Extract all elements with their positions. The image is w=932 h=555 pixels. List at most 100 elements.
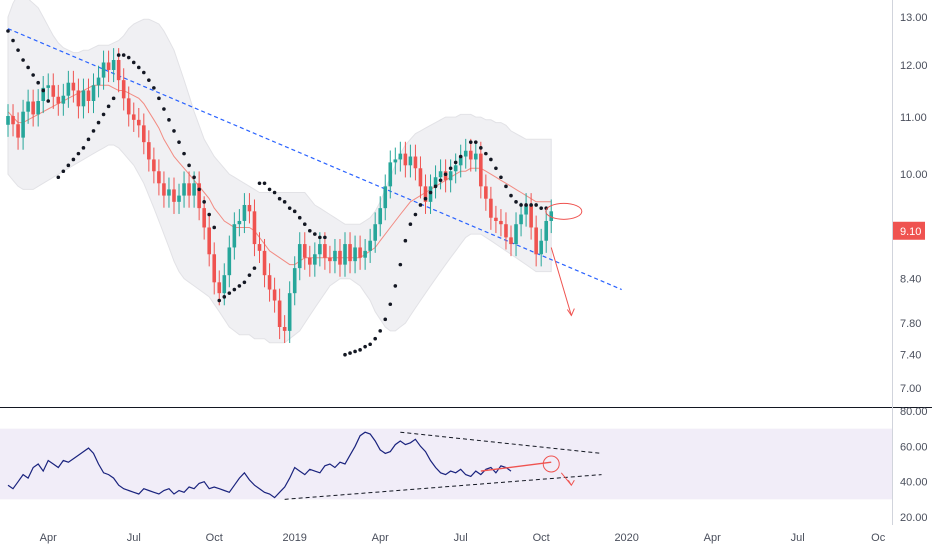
- sar-dot: [539, 206, 543, 210]
- candle-body: [257, 244, 262, 251]
- sar-dot: [383, 317, 388, 322]
- sar-dot: [443, 172, 448, 177]
- candle-body: [277, 300, 282, 327]
- candle-body: [453, 165, 458, 172]
- sar-dot: [468, 140, 473, 144]
- sar-dot: [504, 184, 508, 189]
- sar-dot: [202, 200, 206, 204]
- rsi-tick-label: 60.00: [900, 441, 928, 453]
- candle-body: [323, 244, 327, 258]
- candle-body: [388, 162, 393, 187]
- candle-body: [328, 257, 332, 262]
- sar-dot: [499, 175, 503, 180]
- candle-body: [393, 159, 398, 163]
- sar-dot: [524, 203, 528, 207]
- candle-body: [282, 327, 287, 331]
- candle-body: [539, 240, 543, 255]
- candle-body: [182, 183, 186, 196]
- sar-dot: [398, 262, 403, 267]
- sar-dot: [302, 222, 307, 227]
- sar-dot: [484, 151, 488, 156]
- sar-dot: [308, 228, 312, 233]
- sar-dot: [267, 187, 272, 192]
- sar-dot: [162, 107, 166, 111]
- candle-body: [479, 153, 483, 187]
- price-tick-label: 8.40: [900, 274, 921, 286]
- sar-dot: [177, 140, 181, 144]
- candle-body: [519, 214, 523, 225]
- sar-dot: [282, 200, 287, 204]
- candle-body: [383, 186, 388, 209]
- candle-body: [343, 244, 347, 265]
- sar-dot: [438, 178, 443, 183]
- candle-body: [302, 244, 307, 258]
- sar-dot: [277, 196, 282, 201]
- sar-dot: [408, 222, 413, 227]
- sar-dot: [167, 118, 171, 122]
- candle-body: [333, 250, 337, 262]
- sar-dot: [136, 65, 141, 70]
- rsi-trendline: [480, 461, 552, 472]
- x-tick-label: Oct: [206, 532, 223, 544]
- sar-dot: [147, 78, 151, 82]
- candle-body: [202, 208, 206, 228]
- sar-dot: [61, 169, 66, 174]
- candle-body: [111, 59, 116, 70]
- sar-dot: [157, 96, 161, 101]
- candle-body: [504, 224, 508, 238]
- candle-body: [6, 116, 10, 125]
- candle-body: [292, 268, 297, 294]
- candle-body: [237, 220, 242, 225]
- sar-dot: [323, 235, 327, 240]
- candle-body: [544, 220, 549, 241]
- candle-body: [313, 254, 317, 265]
- candle-body: [489, 198, 493, 218]
- candle-body: [398, 153, 403, 160]
- x-tick-label: 2020: [614, 532, 638, 544]
- candle-body: [76, 90, 81, 107]
- price-tick-label: 12.00: [900, 60, 928, 72]
- sar-dot: [292, 209, 297, 214]
- candle-body: [358, 247, 362, 258]
- sar-dot: [529, 203, 533, 207]
- sar-dot: [489, 157, 493, 162]
- candle-body: [418, 168, 423, 187]
- sar-dot: [111, 96, 116, 101]
- sar-dot: [81, 146, 86, 150]
- candle-body: [197, 183, 201, 209]
- price-tick-label: 7.40: [900, 350, 921, 362]
- candle-body: [408, 156, 413, 166]
- candle-body: [11, 116, 15, 125]
- candle-body: [353, 247, 357, 262]
- sar-dot: [297, 215, 302, 220]
- sar-dot: [257, 181, 262, 186]
- candle-body: [363, 250, 367, 258]
- sar-dot: [187, 163, 191, 168]
- candle-body: [423, 186, 428, 202]
- sar-dot: [16, 48, 20, 52]
- candle-body: [433, 177, 438, 187]
- sar-dot: [378, 329, 383, 333]
- sar-dot: [11, 38, 15, 43]
- price-tick-label: 11.00: [900, 112, 927, 124]
- sar-dot: [313, 232, 317, 236]
- candle-body: [287, 293, 292, 331]
- x-tick-label: Jul: [454, 532, 468, 544]
- sar-dot: [26, 65, 30, 70]
- candle-body: [86, 90, 91, 101]
- sar-dot: [453, 160, 458, 165]
- sar-dot: [242, 280, 247, 285]
- x-tick-label: Jul: [791, 532, 805, 544]
- candle-body: [16, 124, 20, 138]
- candle-body: [232, 224, 237, 248]
- down-arrow-head: [566, 308, 575, 317]
- sar-dot: [403, 238, 408, 243]
- candle-body: [162, 183, 166, 196]
- x-tick-label: Jul: [127, 532, 141, 544]
- x-tick-label: Oct: [533, 532, 550, 544]
- sar-dot: [388, 302, 393, 307]
- sar-dot: [458, 154, 463, 159]
- sar-dot: [86, 137, 91, 142]
- rsi-trendline: [284, 474, 602, 500]
- sar-dot: [172, 129, 176, 133]
